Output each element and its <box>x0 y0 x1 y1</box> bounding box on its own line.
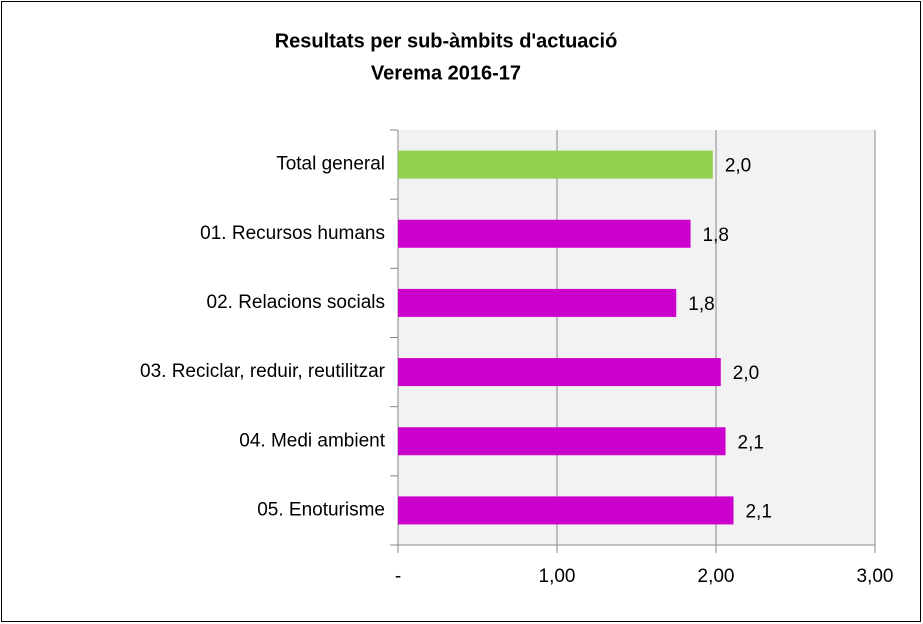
bar <box>398 150 713 179</box>
y-tick-label: 05. Enoturisme <box>257 499 385 520</box>
x-tick-label: 1,00 <box>539 566 576 587</box>
data-label: 2,1 <box>738 432 764 453</box>
bar <box>398 219 691 248</box>
x-tick-label: 2,00 <box>698 566 735 587</box>
data-label: 1,8 <box>688 294 714 315</box>
y-tick-label: 04. Medi ambient <box>239 430 385 451</box>
chart-title: Resultats per sub-àmbits d'actuació <box>275 30 618 52</box>
bar <box>398 496 734 525</box>
y-tick-label: 02. Relacions socials <box>207 292 385 313</box>
data-label: 1,8 <box>703 225 729 246</box>
bar <box>398 288 677 317</box>
chart-title: Verema 2016-17 <box>371 62 521 84</box>
y-tick-label: Total general <box>276 154 385 175</box>
plot-area <box>398 130 875 545</box>
x-tick-label: - <box>395 566 401 587</box>
bar <box>398 358 721 387</box>
bar <box>398 427 726 456</box>
data-label: 2,0 <box>725 156 751 177</box>
x-tick-label: 3,00 <box>857 566 894 587</box>
data-label: 2,1 <box>745 501 771 522</box>
y-tick-label: 01. Recursos humans <box>200 223 385 244</box>
data-label: 2,0 <box>733 363 759 384</box>
y-tick-label: 03. Reciclar, reduir, reutilitzar <box>140 361 386 382</box>
